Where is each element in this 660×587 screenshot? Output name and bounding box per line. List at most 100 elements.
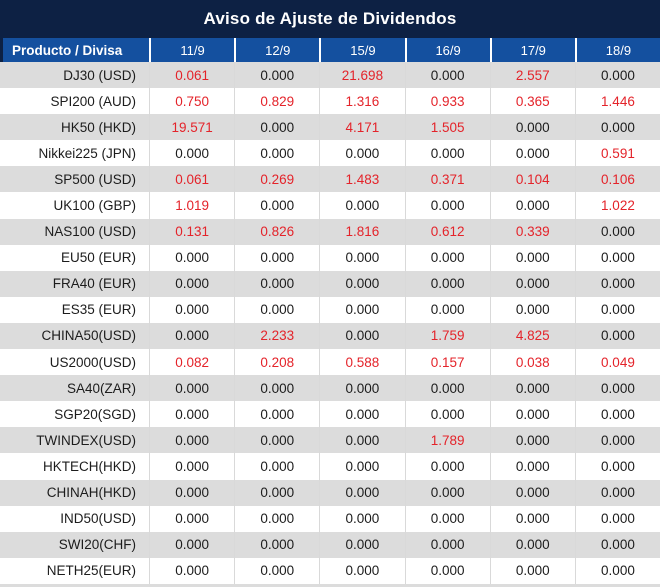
value-cell: 0.000 — [404, 557, 490, 584]
product-cell: ES35 (EUR) — [61, 302, 136, 318]
value-cell: 0.000 — [574, 557, 660, 584]
value-cell: 0.000 — [234, 375, 319, 402]
product-cell: EU50 (EUR) — [60, 250, 136, 266]
value-cell: 4.171 — [319, 114, 404, 141]
value-cell: 0.000 — [574, 62, 660, 89]
value-cell: 0.000 — [234, 62, 319, 89]
table-row: Nikkei225 (JPN) 0.000 0.000 0.000 0.000 0.000… — [0, 140, 660, 167]
table-row: SWI20(CHF) 0.000 0.000 0.000 0.000 0.000 0.000 — [0, 531, 660, 558]
product-cell: CHINAH(HKD) — [46, 485, 136, 501]
value-cell: 0.104 — [489, 166, 575, 193]
column-header-date-4: 17/9 — [489, 38, 575, 62]
column-header-date-5: 18/9 — [574, 38, 660, 62]
product-cell: SPI200 (AUD) — [50, 93, 136, 109]
value-cell: 0.000 — [404, 296, 490, 323]
value-cell: 0.000 — [319, 192, 404, 219]
value-cell: 1.505 — [404, 114, 490, 141]
value-cell: 0.000 — [319, 505, 404, 532]
value-cell: 0.000 — [404, 479, 490, 506]
value-cell: 0.000 — [319, 427, 404, 454]
value-cell: 0.000 — [574, 479, 660, 506]
table-row: ES35 (EUR) 0.000 0.000 0.000 0.000 0.000 0.000 — [0, 296, 660, 323]
product-cell: TWINDEX(USD) — [36, 432, 136, 448]
value-cell: 0.826 — [234, 218, 319, 245]
value-cell: 0.000 — [234, 401, 319, 428]
value-cell: 0.061 — [149, 166, 234, 193]
value-cell: 0.000 — [149, 479, 234, 506]
column-header-product: Producto / Divisa — [0, 38, 149, 62]
value-cell: 0.000 — [234, 505, 319, 532]
value-cell: 0.000 — [404, 270, 490, 297]
product-cell: IND50(USD) — [60, 511, 136, 527]
value-cell: 0.000 — [489, 505, 575, 532]
value-cell: 0.000 — [234, 531, 319, 558]
value-cell: 0.000 — [574, 322, 660, 350]
table-row: NETH25(EUR) 0.000 0.000 0.000 0.000 0.000 0.00… — [0, 557, 660, 584]
value-cell: 0.000 — [234, 140, 319, 167]
value-cell: 0.000 — [234, 270, 319, 297]
value-cell: 0.000 — [319, 270, 404, 297]
value-cell: 0.000 — [234, 114, 319, 141]
value-cell: 0.000 — [149, 140, 234, 167]
table-row: IND50(USD) 0.000 0.000 0.000 0.000 0.000 0.000 — [0, 505, 660, 532]
value-cell: 0.000 — [319, 322, 404, 350]
value-cell: 0.000 — [404, 401, 490, 428]
value-cell: 1.022 — [574, 192, 660, 219]
value-cell: 0.000 — [404, 505, 490, 532]
value-cell: 0.000 — [149, 244, 234, 271]
product-cell: SP500 (USD) — [54, 171, 136, 187]
table-header-row: Producto / Divisa 11/9 12/9 15/9 16/9 17/9 18… — [0, 38, 660, 62]
value-cell: 0.000 — [489, 427, 575, 454]
product-cell: NAS100 (USD) — [44, 224, 136, 240]
value-cell: 1.316 — [319, 88, 404, 115]
value-cell: 0.000 — [319, 296, 404, 323]
value-cell: 2.557 — [489, 62, 575, 89]
value-cell: 0.157 — [404, 349, 490, 376]
table-row: DJ30 (USD) 0.061 0.000 21.698 0.000 2.557 0.00… — [0, 62, 660, 89]
table-row: EU50 (EUR) 0.000 0.000 0.000 0.000 0.000 0.000 — [0, 244, 660, 271]
value-cell: 0.000 — [149, 375, 234, 402]
value-cell: 0.000 — [574, 218, 660, 245]
value-cell: 0.588 — [319, 349, 404, 376]
value-cell: 0.269 — [234, 166, 319, 193]
value-cell: 0.000 — [404, 62, 490, 89]
value-cell: 0.000 — [234, 427, 319, 454]
value-cell: 0.000 — [234, 453, 319, 480]
value-cell: 0.000 — [404, 453, 490, 480]
value-cell: 0.000 — [489, 244, 575, 271]
value-cell: 0.339 — [489, 218, 575, 245]
value-cell: 0.612 — [404, 218, 490, 245]
value-cell: 0.000 — [319, 375, 404, 402]
value-cell: 0.000 — [404, 375, 490, 402]
value-cell: 0.000 — [489, 453, 575, 480]
value-cell: 0.000 — [149, 453, 234, 480]
product-cell: US2000(USD) — [49, 354, 136, 370]
table-row: HKTECH(HKD) 0.000 0.000 0.000 0.000 0.000 0.00… — [0, 453, 660, 480]
table-row: HK50 (HKD) 19.571 0.000 4.171 1.505 0.000 0.00… — [0, 114, 660, 141]
value-cell: 0.750 — [149, 88, 234, 115]
value-cell: 0.049 — [574, 349, 660, 376]
value-cell: 0.000 — [149, 270, 234, 297]
partial-next-row — [0, 583, 660, 587]
value-cell: 0.000 — [149, 322, 234, 350]
table-row: CHINAH(HKD) 0.000 0.000 0.000 0.000 0.000 0.00… — [0, 479, 660, 506]
value-cell: 0.106 — [574, 166, 660, 193]
value-cell: 1.446 — [574, 88, 660, 115]
value-cell: 0.000 — [149, 557, 234, 584]
value-cell: 0.000 — [319, 140, 404, 167]
value-cell: 4.825 — [489, 322, 575, 350]
value-cell: 0.000 — [319, 479, 404, 506]
value-cell: 0.000 — [149, 531, 234, 558]
value-cell: 0.000 — [234, 479, 319, 506]
value-cell: 0.208 — [234, 349, 319, 376]
value-cell: 0.000 — [234, 557, 319, 584]
value-cell: 0.000 — [489, 114, 575, 141]
value-cell: 0.000 — [489, 375, 575, 402]
product-cell: FRA40 (EUR) — [52, 276, 136, 292]
value-cell: 21.698 — [319, 62, 404, 89]
product-cell: CHINA50(USD) — [41, 328, 136, 344]
value-cell: 1.816 — [319, 218, 404, 245]
table-row: SPI200 (AUD) 0.750 0.829 1.316 0.933 0.365 1.4… — [0, 88, 660, 115]
value-cell: 2.233 — [234, 322, 319, 350]
